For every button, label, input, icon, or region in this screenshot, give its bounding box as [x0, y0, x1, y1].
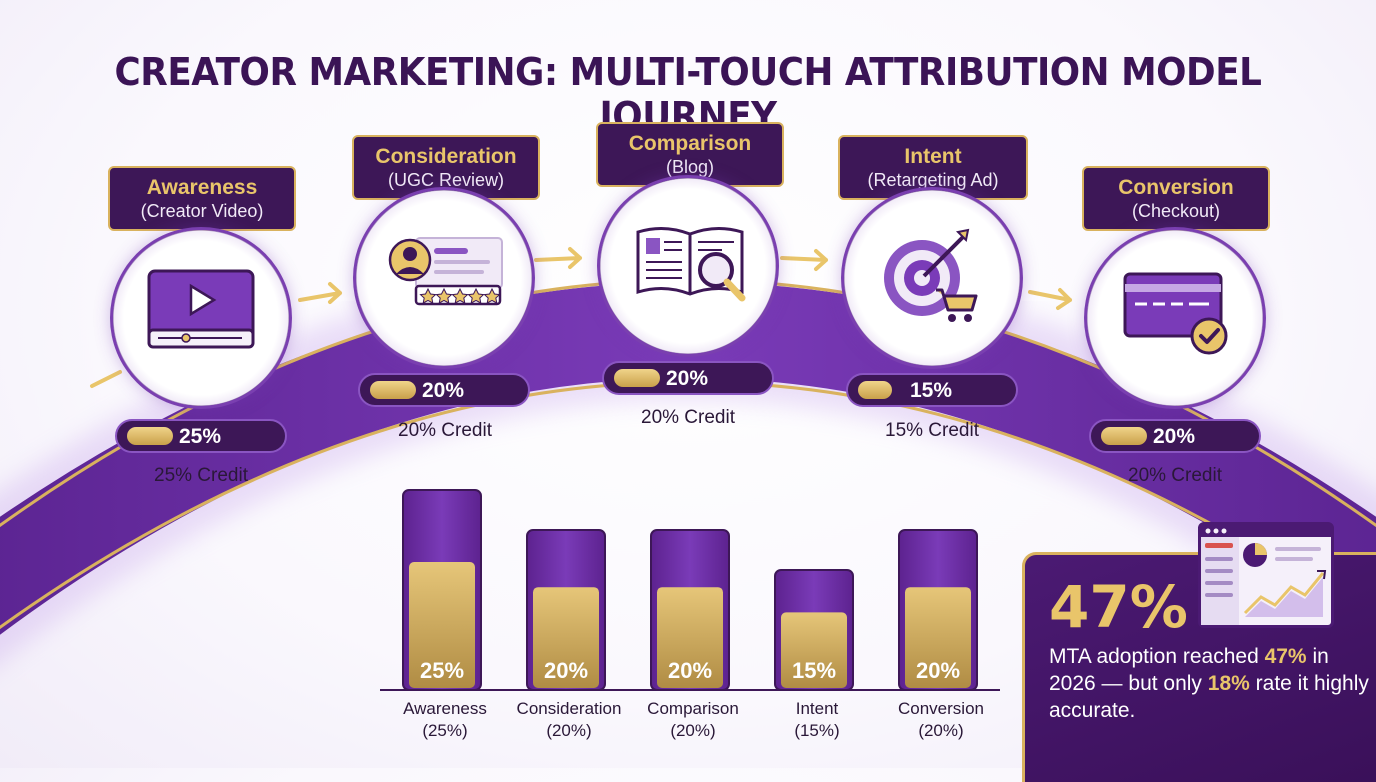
x-tick-label: Conversion — [898, 699, 984, 718]
x-tick-sublabel: (25%) — [422, 721, 467, 740]
x-tick-label: Awareness — [403, 699, 487, 718]
bar-fill-consideration — [533, 587, 599, 688]
bar-value-label: 15% — [792, 658, 836, 683]
stage-node-awareness — [113, 230, 289, 406]
bar-value-label: 20% — [544, 658, 588, 683]
credit-pill-fill — [858, 381, 892, 399]
bar-value-label: 20% — [668, 658, 712, 683]
stat-text-part: in 2026 — but only — [1049, 645, 1329, 695]
credit-pill-fill — [614, 369, 660, 387]
stat-highlight-accuracy: 18% — [1207, 672, 1250, 695]
credit-caption-intent: 15% Credit — [885, 420, 979, 441]
page-title: CREATOR MARKETING: MULTI-TOUCH ATTRIBUTI… — [114, 50, 1262, 138]
target-cart-icon — [884, 228, 978, 322]
stage-node-intent — [844, 190, 1020, 366]
stat-text: MTA adoption reached 47% in 2026 — but o… — [1049, 643, 1369, 724]
x-tick-label: Intent — [796, 699, 839, 718]
stage-name: Awareness — [146, 176, 258, 199]
credit-pill-value: 20% — [1153, 425, 1196, 448]
credit-caption-awareness: 25% Credit — [154, 465, 248, 486]
bar-value-label: 20% — [916, 658, 960, 683]
credit-pill-awareness: 25% — [115, 419, 287, 453]
credit-pill-fill — [127, 427, 173, 445]
flow-arrows — [90, 247, 1072, 388]
credit-pill-value: 20% — [666, 367, 709, 390]
stage-name: Comparison — [628, 132, 752, 155]
stage-channel: (UGC Review) — [387, 170, 504, 190]
stat-text-part: MTA adoption reached — [1049, 645, 1265, 668]
credit-card-check-icon — [1123, 272, 1228, 355]
credit-pill-comparison: 20% — [602, 361, 774, 395]
x-tick-sublabel: (15%) — [794, 721, 839, 740]
bar-fill-comparison — [657, 587, 723, 688]
x-tick-label: Consideration — [517, 699, 622, 718]
analytics-dashboard-icon — [1198, 522, 1334, 628]
stage-channel: (Checkout) — [1131, 201, 1221, 221]
stage-name: Conversion — [1118, 176, 1234, 199]
credit-pill-intent: 15% — [846, 373, 1018, 407]
stage-channel: (Blog) — [665, 157, 714, 177]
stage-channel: (Creator Video) — [140, 201, 264, 221]
x-tick-sublabel: (20%) — [918, 721, 963, 740]
credit-caption-consideration: 20% Credit — [398, 420, 492, 441]
stage-node-consideration — [356, 190, 532, 366]
bar-fill-awareness — [409, 562, 475, 688]
stage-label-comparison: Comparison (Blog) — [596, 122, 784, 187]
stat-highlight-adoption: 47% — [1264, 645, 1307, 668]
user-review-icon — [388, 237, 503, 306]
x-tick-sublabel: (20%) — [670, 721, 715, 740]
video-player-icon — [147, 269, 255, 349]
stage-name: Intent — [904, 145, 962, 168]
credit-caption-conversion: 20% Credit — [1128, 465, 1222, 486]
credit-pill-value: 15% — [910, 379, 953, 402]
x-tick-sublabel: (20%) — [546, 721, 591, 740]
stage-node-comparison — [600, 178, 776, 354]
stage-name: Consideration — [375, 145, 517, 168]
stat-text-part: rate it highly accurate. — [1049, 672, 1369, 722]
open-book-magnifier-icon — [636, 227, 746, 302]
x-tick-label: Comparison — [647, 699, 739, 718]
stage-channel: (Retargeting Ad) — [867, 170, 999, 190]
bar-fill-conversion — [905, 587, 971, 688]
bar-fill-intent — [781, 612, 847, 688]
stat-big-number: 47% — [1049, 573, 1188, 641]
credit-pill-conversion: 20% — [1089, 419, 1261, 453]
credit-pill-fill — [370, 381, 416, 399]
credit-caption-comparison: 20% Credit — [641, 407, 735, 428]
credit-pill-consideration: 20% — [358, 373, 530, 407]
bar-value-label: 25% — [420, 658, 464, 683]
credit-pill-value: 20% — [422, 379, 465, 402]
credit-pill-fill — [1101, 427, 1147, 445]
stage-node-conversion — [1087, 230, 1263, 406]
credit-pill-value: 25% — [179, 425, 222, 448]
